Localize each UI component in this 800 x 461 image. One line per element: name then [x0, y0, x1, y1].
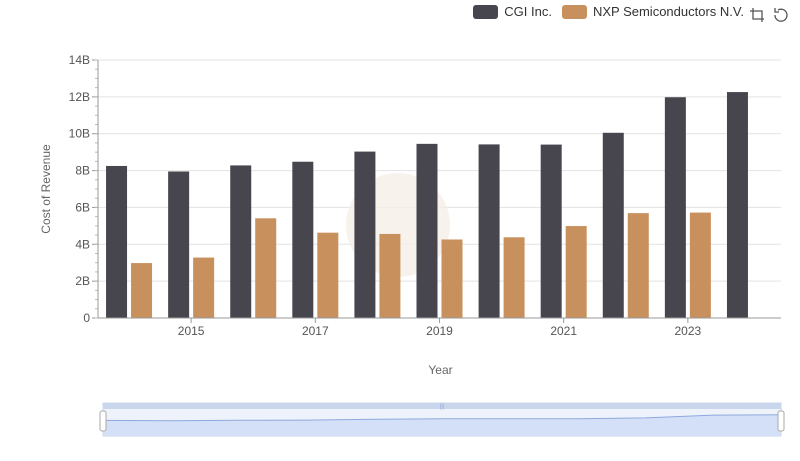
bar-cgi: [664, 97, 686, 319]
bar-cgi: [416, 143, 438, 318]
legend-swatch-cgi: [473, 4, 499, 19]
legend-label-cgi: CGI Inc.: [504, 4, 552, 19]
bar-nxp: [317, 232, 339, 318]
bar-cgi: [106, 165, 128, 318]
x-tick-label: 2019: [426, 324, 453, 338]
y-tick-label: 8B: [75, 164, 90, 178]
legend-item-cgi[interactable]: CGI Inc.: [473, 4, 552, 19]
zoom-icon[interactable]: [748, 6, 766, 27]
y-tick-label: 2B: [75, 274, 90, 288]
x-axis-title: Year: [428, 363, 452, 377]
zoom-slider-top-bar: [103, 403, 781, 409]
bar-cgi: [602, 132, 624, 318]
bar-cgi: [168, 171, 190, 318]
bar-cgi: [478, 144, 500, 318]
x-tick-label: 2021: [550, 324, 577, 338]
zoom-slider-line: [102, 414, 782, 422]
x-tick-label: 2017: [302, 324, 329, 338]
y-tick-label: 4B: [75, 237, 90, 251]
bar-cgi: [354, 151, 376, 318]
y-tick-label: 0: [83, 311, 90, 325]
bar-nxp: [379, 233, 401, 318]
bar-nxp: [689, 212, 711, 318]
bar-cgi: [230, 165, 252, 318]
legend: CGI Inc. NXP Semiconductors N.V.: [473, 4, 744, 19]
restore-icon[interactable]: [772, 6, 790, 27]
bar-nxp: [627, 213, 649, 318]
y-tick-label: 10B: [69, 127, 90, 141]
bar-nxp: [441, 239, 463, 318]
y-tick-label: 6B: [75, 200, 90, 214]
bar-nxp: [503, 237, 525, 318]
y-tick-label: 12B: [69, 90, 90, 104]
x-tick-label: 2015: [178, 324, 205, 338]
zoom-slider-left-handle[interactable]: [99, 410, 107, 432]
zoom-slider-area: [103, 414, 781, 436]
y-axis-title: Cost of Revenue: [39, 144, 53, 234]
bar-cgi: [292, 161, 314, 318]
bar-nxp: [565, 226, 587, 318]
bar-nxp: [255, 218, 277, 318]
bar-cgi: [726, 92, 748, 319]
legend-label-nxp: NXP Semiconductors N.V.: [592, 4, 744, 19]
zoom-slider-grip[interactable]: |||: [440, 404, 445, 410]
bar-nxp: [193, 257, 215, 318]
x-tick-label: 2023: [675, 324, 702, 338]
legend-item-nxp[interactable]: NXP Semiconductors N.V.: [561, 4, 744, 19]
bar-cgi: [540, 144, 562, 318]
bar-nxp: [131, 263, 153, 318]
legend-swatch-nxp: [561, 4, 587, 19]
y-tick-label: 14B: [69, 53, 90, 67]
zoom-slider-right-handle[interactable]: [777, 410, 785, 432]
